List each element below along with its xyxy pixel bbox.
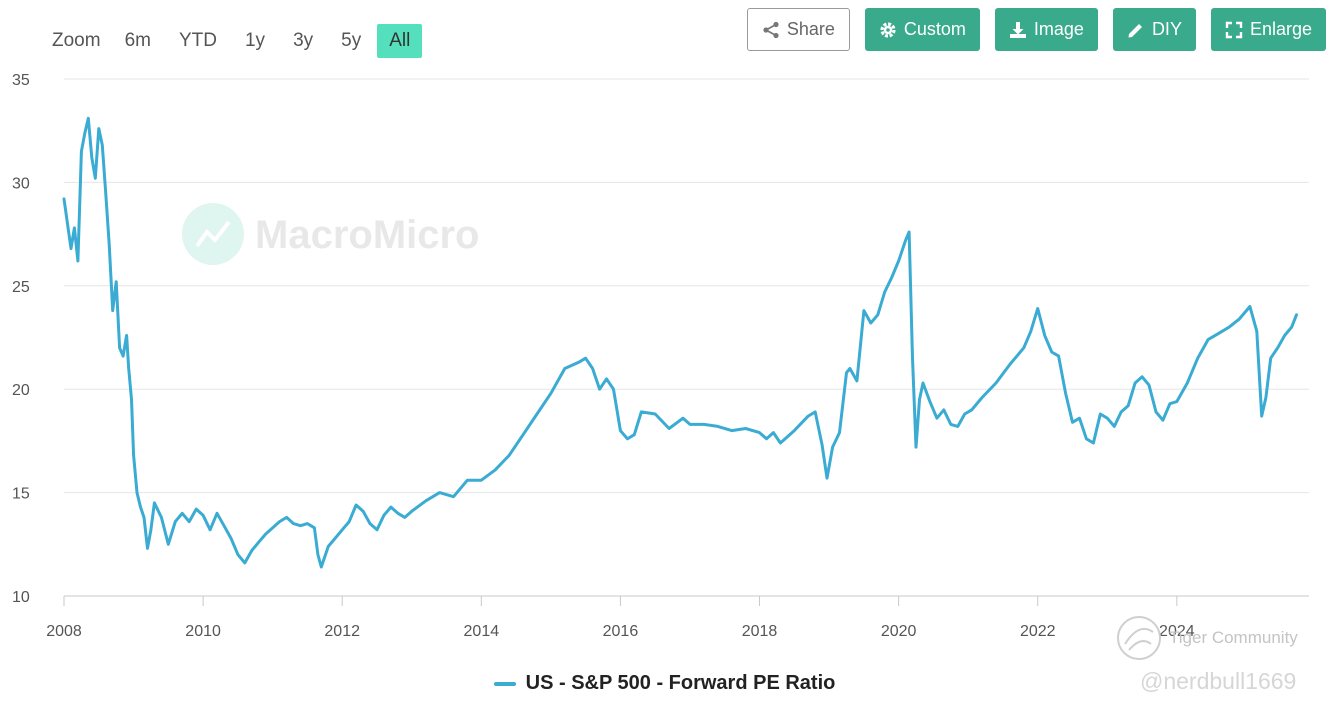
x-tick-label: 2014 [464,623,500,640]
x-tick-label: 2022 [1020,623,1056,640]
custom-button[interactable]: Custom [864,8,980,51]
expand-icon [1225,21,1243,38]
image-label: Image [1033,19,1084,39]
zoom-1y-button[interactable]: 1y [244,30,266,51]
x-tick-label: 2018 [742,623,778,640]
watermark-brand: MacroMicro [255,213,480,257]
custom-label: Custom [903,19,966,39]
macromicro-logo-icon [182,203,244,265]
enlarge-button[interactable]: Enlarge [1210,8,1326,51]
zoom-label: Zoom [52,30,101,51]
community-text: Tiger Community [1169,628,1298,647]
zoom-6m-button[interactable]: 6m [124,30,151,51]
chart-legend[interactable]: US - S&P 500 - Forward PE Ratio [0,672,1329,695]
zoom-5y-button[interactable]: 5y [341,30,362,51]
y-tick-label: 10 [12,589,30,606]
logo-trend-icon [195,220,231,248]
download-icon [1009,21,1026,38]
series-layer [62,116,1298,569]
x-tick-label: 2016 [603,623,639,640]
x-tick-label: 2024 [1159,623,1195,640]
diy-label: DIY [1151,19,1182,39]
macromicro-watermark: MacroMicro [182,203,480,265]
username-watermark: @nerdbull1669 [1140,668,1297,694]
y-tick-label: 15 [12,486,30,503]
y-tick-label: 20 [12,382,30,399]
legend-label: US - S&P 500 - Forward PE Ratio [525,672,836,694]
chart-toolbar: Share Custom Image DIY Enlarge [732,8,1326,51]
pencil-icon [1128,23,1142,37]
image-download-button[interactable]: Image [994,8,1098,51]
zoom-all-button[interactable]: All [377,24,423,58]
x-tick-label: 2010 [185,623,221,640]
axes: 10 15 20 25 30 35 2008 2010 2012 2014 2016 2018 2020… [12,72,1309,640]
zoom-bar: Zoom 6m YTD 1y 3y 5y All [44,24,426,58]
x-tick-label: 2012 [324,623,360,640]
enlarge-label: Enlarge [1249,19,1312,39]
grid-lines [64,78,1309,597]
tiger-community-logo-icon [1117,616,1161,660]
share-icon [763,21,779,38]
diy-button[interactable]: DIY [1112,8,1196,51]
share-button[interactable]: Share [746,8,850,51]
community-watermark: Tiger Community [1115,614,1298,662]
legend-swatch [493,681,516,686]
x-tick-label: 2020 [881,623,917,640]
zoom-3y-button[interactable]: 3y [293,30,314,51]
x-tick-label: 2008 [46,623,82,640]
gear-icon [880,21,896,38]
y-tick-label: 35 [12,72,30,89]
share-label: Share [786,19,835,39]
series-line-0[interactable] [62,116,1298,569]
zoom-ytd-button[interactable]: YTD [178,30,217,51]
y-tick-label: 30 [12,175,30,192]
y-tick-label: 25 [12,279,30,296]
